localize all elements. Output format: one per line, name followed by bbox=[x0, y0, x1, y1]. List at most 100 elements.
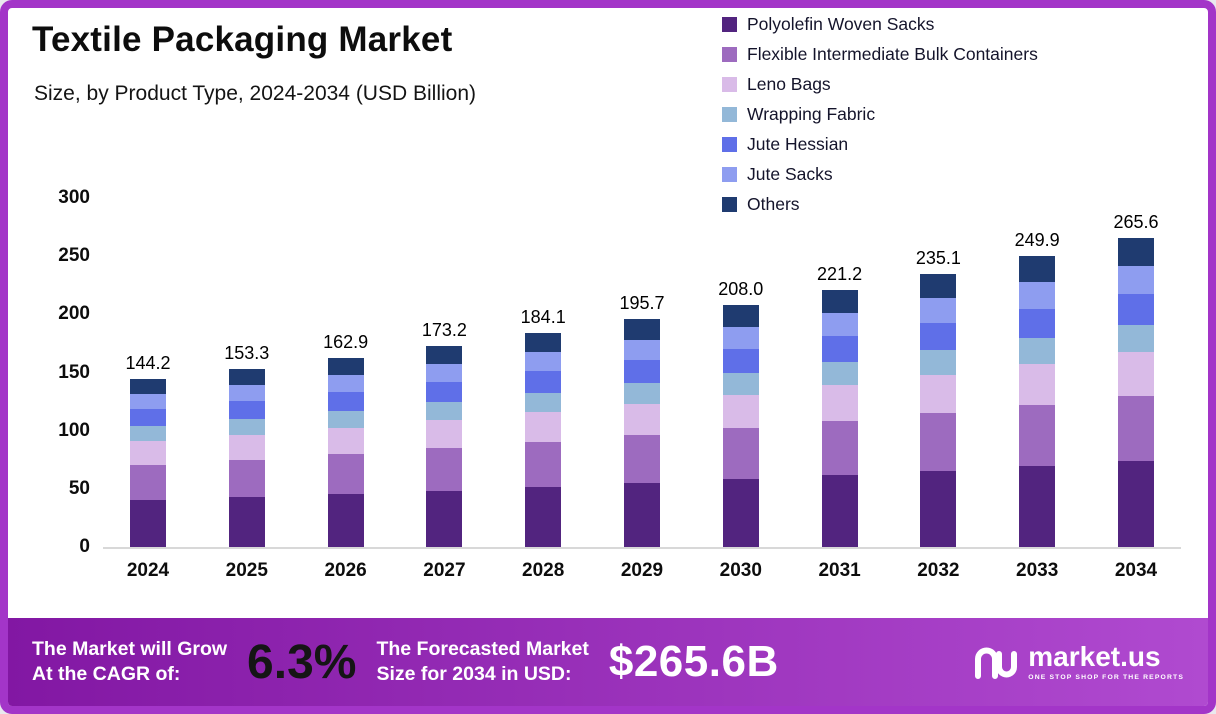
bar-segment-jute-sacks bbox=[920, 298, 957, 323]
bar-total-label: 221.2 bbox=[817, 263, 863, 284]
bar-segment-polyolefin-woven-sacks bbox=[327, 494, 364, 548]
bar-stack bbox=[426, 345, 463, 547]
bar-segment-others bbox=[130, 379, 166, 395]
bar-segment-wrapping-fabric bbox=[920, 350, 957, 375]
bar-total-label: 153.3 bbox=[224, 342, 270, 363]
cagr-value: 6.3% bbox=[247, 635, 357, 689]
bar-segment-leno-bags bbox=[525, 412, 562, 443]
cagr-label: The Market will Grow At the CAGR of: bbox=[32, 637, 227, 688]
bar-segment-others bbox=[623, 319, 660, 340]
bar-column-2028: 184.1 bbox=[512, 307, 574, 547]
bar-stack bbox=[623, 319, 660, 547]
bar-segment-jute-hessian bbox=[821, 335, 858, 362]
bar-segment-jute-hessian bbox=[1019, 308, 1056, 338]
legend-item-jute-sacks: Jute Sacks bbox=[722, 164, 1038, 185]
bar-total-label: 195.7 bbox=[619, 293, 665, 314]
chart-subtitle: Size, by Product Type, 2024-2034 (USD Bi… bbox=[34, 82, 477, 105]
bar-segment-leno-bags bbox=[426, 420, 463, 449]
bar-segment-polyolefin-woven-sacks bbox=[722, 479, 759, 547]
bar-stack bbox=[1117, 238, 1154, 548]
bar-segment-leno-bags bbox=[920, 374, 957, 414]
bar-segment-jute-hessian bbox=[228, 400, 265, 419]
bar-segment-jute-sacks bbox=[623, 339, 660, 361]
bar-stack bbox=[821, 289, 858, 548]
bar-column-2024: 144.2 bbox=[117, 353, 179, 547]
bar-segment-wrapping-fabric bbox=[623, 383, 660, 404]
bar-segment-jute-sacks bbox=[228, 384, 265, 401]
bar-segment-wrapping-fabric bbox=[821, 361, 858, 385]
bar-stack bbox=[722, 305, 759, 547]
bars: 144.2 153.3 162.9 173.2 184.1 195.7 208.0 221.2… bbox=[103, 198, 1181, 548]
bar-segment-jute-sacks bbox=[1117, 265, 1154, 294]
y-tick-label: 200 bbox=[58, 303, 90, 325]
y-tick-label: 50 bbox=[68, 477, 90, 499]
bar-segment-polyolefin-woven-sacks bbox=[821, 475, 858, 548]
bar-segment-flexible-intermediate-bulk-containers bbox=[327, 454, 364, 494]
bar-segment-jute-hessian bbox=[426, 381, 463, 402]
bar-total-label: 249.9 bbox=[1014, 230, 1060, 251]
bar-segment-others bbox=[228, 368, 265, 385]
bar-segment-jute-sacks bbox=[821, 312, 858, 336]
bar-segment-wrapping-fabric bbox=[327, 410, 364, 428]
legend-label: Wrapping Fabric bbox=[747, 104, 876, 124]
bar-segment-jute-sacks bbox=[1019, 282, 1056, 309]
bar-segment-flexible-intermediate-bulk-containers bbox=[722, 428, 759, 480]
bar-segment-jute-sacks bbox=[327, 374, 364, 392]
bar-total-label: 184.1 bbox=[520, 306, 566, 327]
bar-segment-polyolefin-woven-sacks bbox=[1117, 460, 1154, 548]
legend-swatch-icon bbox=[722, 167, 737, 182]
bar-segment-wrapping-fabric bbox=[130, 426, 166, 442]
bar-segment-polyolefin-woven-sacks bbox=[525, 487, 562, 547]
logo-text: market.us bbox=[1028, 641, 1161, 672]
bar-segment-flexible-intermediate-bulk-containers bbox=[1117, 395, 1154, 461]
legend-label: Jute Hessian bbox=[747, 134, 849, 154]
legend-item-polyolefin-woven-sacks: Polyolefin Woven Sacks bbox=[722, 14, 1038, 35]
bar-segment-flexible-intermediate-bulk-containers bbox=[228, 459, 265, 498]
bar-segment-jute-hessian bbox=[623, 360, 660, 384]
legend-swatch-icon bbox=[722, 107, 737, 122]
bar-segment-polyolefin-woven-sacks bbox=[623, 483, 660, 547]
logo-tagline: ONE STOP SHOP FOR THE REPORTS bbox=[1028, 674, 1184, 681]
bar-segment-jute-sacks bbox=[722, 326, 759, 349]
bar-total-label: 235.1 bbox=[915, 247, 961, 268]
bar-segment-wrapping-fabric bbox=[228, 418, 265, 435]
bar-segment-others bbox=[327, 357, 364, 375]
x-tick-label: 2026 bbox=[324, 560, 367, 581]
bar-segment-others bbox=[426, 345, 463, 364]
bar-segment-leno-bags bbox=[228, 434, 265, 460]
bar-segment-polyolefin-woven-sacks bbox=[920, 470, 957, 548]
bar-stack bbox=[920, 273, 957, 548]
bar-column-2029: 195.7 bbox=[611, 293, 673, 547]
bar-segment-flexible-intermediate-bulk-containers bbox=[426, 448, 463, 491]
forecast-label: The Forecasted Market Size for 2034 in U… bbox=[376, 637, 588, 688]
bar-segment-leno-bags bbox=[623, 403, 660, 436]
bar-segment-leno-bags bbox=[821, 384, 858, 421]
bar-segment-wrapping-fabric bbox=[722, 372, 759, 395]
bar-column-2032: 235.1 bbox=[907, 247, 969, 548]
bar-stack bbox=[228, 368, 265, 547]
bar-segment-others bbox=[525, 332, 562, 353]
bar-stack bbox=[327, 357, 364, 548]
bar-column-2026: 162.9 bbox=[315, 332, 377, 548]
bar-stack bbox=[525, 332, 562, 547]
legend-item-leno-bags: Leno Bags bbox=[722, 74, 1038, 95]
legend-label: Leno Bags bbox=[747, 74, 831, 94]
bar-stack bbox=[130, 379, 166, 547]
bar-column-2025: 153.3 bbox=[216, 343, 278, 547]
legend-swatch-icon bbox=[722, 47, 737, 62]
bar-segment-leno-bags bbox=[1019, 363, 1056, 405]
marketus-logo: market.us ONE STOP SHOP FOR THE REPORTS bbox=[972, 643, 1184, 681]
bar-segment-flexible-intermediate-bulk-containers bbox=[525, 442, 562, 488]
cagr-label-line2: At the CAGR of: bbox=[32, 663, 181, 685]
legend-swatch-icon bbox=[722, 137, 737, 152]
bar-segment-others bbox=[920, 273, 957, 299]
bar-column-2027: 173.2 bbox=[413, 320, 475, 547]
bar-column-2031: 221.2 bbox=[809, 263, 871, 548]
bar-column-2030: 208.0 bbox=[710, 279, 772, 547]
x-tick-label: 2032 bbox=[917, 560, 960, 581]
y-tick-label: 150 bbox=[58, 361, 90, 383]
bar-segment-jute-hessian bbox=[1117, 293, 1154, 325]
bar-segment-others bbox=[1117, 238, 1154, 266]
bar-segment-flexible-intermediate-bulk-containers bbox=[130, 464, 166, 501]
